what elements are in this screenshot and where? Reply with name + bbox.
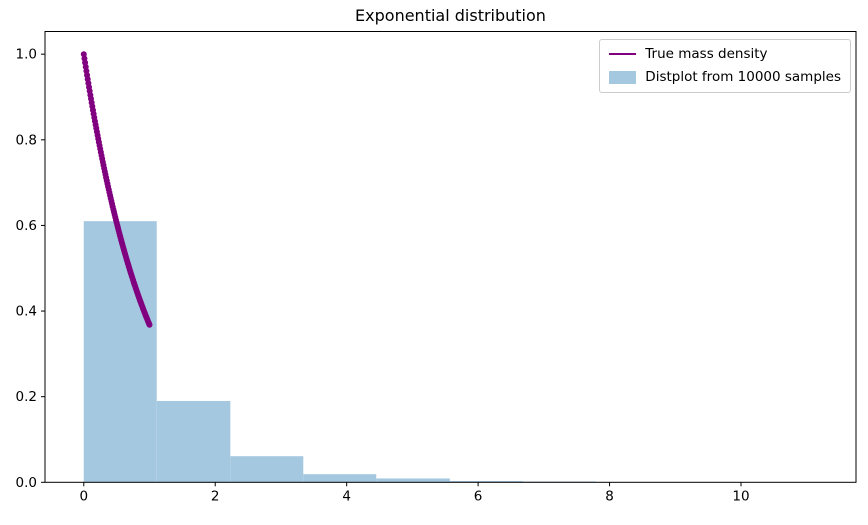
hist-bar (376, 478, 450, 483)
y-tick-label: 0.8 (16, 132, 37, 148)
legend-line-swatch-icon (609, 53, 637, 55)
legend-label-line: True mass density (645, 46, 768, 62)
x-tick-label: 4 (342, 488, 351, 504)
y-tick-label: 0.0 (16, 475, 37, 491)
hist-bar (83, 221, 157, 483)
axes-box (44, 31, 857, 483)
histogram-bars (83, 221, 816, 483)
hist-bar (230, 456, 304, 483)
y-tick-label: 0.6 (16, 218, 37, 234)
legend-item-true-mass-density: True mass density (609, 45, 841, 63)
y-tick-label: 1.0 (16, 47, 37, 63)
hist-bar (156, 400, 231, 483)
x-tick-label: 8 (605, 488, 614, 504)
hist-bar (303, 474, 377, 483)
legend-patch-swatch-icon (609, 70, 637, 84)
density-marker-icon (146, 321, 153, 328)
chart-title: Exponential distribution (355, 6, 546, 25)
y-tick-label: 0.4 (16, 304, 37, 320)
legend-label-histogram: Distplot from 10000 samples (645, 69, 841, 85)
x-tick-label: 10 (732, 488, 749, 504)
x-tick-label: 0 (79, 488, 88, 504)
density-line (80, 51, 153, 328)
legend-item-distplot: Distplot from 10000 samples (609, 68, 841, 86)
axis-ticks: 0 2 4 6 8 10 0.0 0.2 0.4 0.6 0.8 1.0 (16, 47, 750, 505)
x-tick-label: 6 (474, 488, 483, 504)
y-tick-label: 0.2 (16, 389, 37, 405)
x-tick-label: 2 (211, 488, 220, 504)
legend: True mass density Distplot from 10000 sa… (599, 39, 851, 93)
hist-bar (449, 481, 523, 483)
